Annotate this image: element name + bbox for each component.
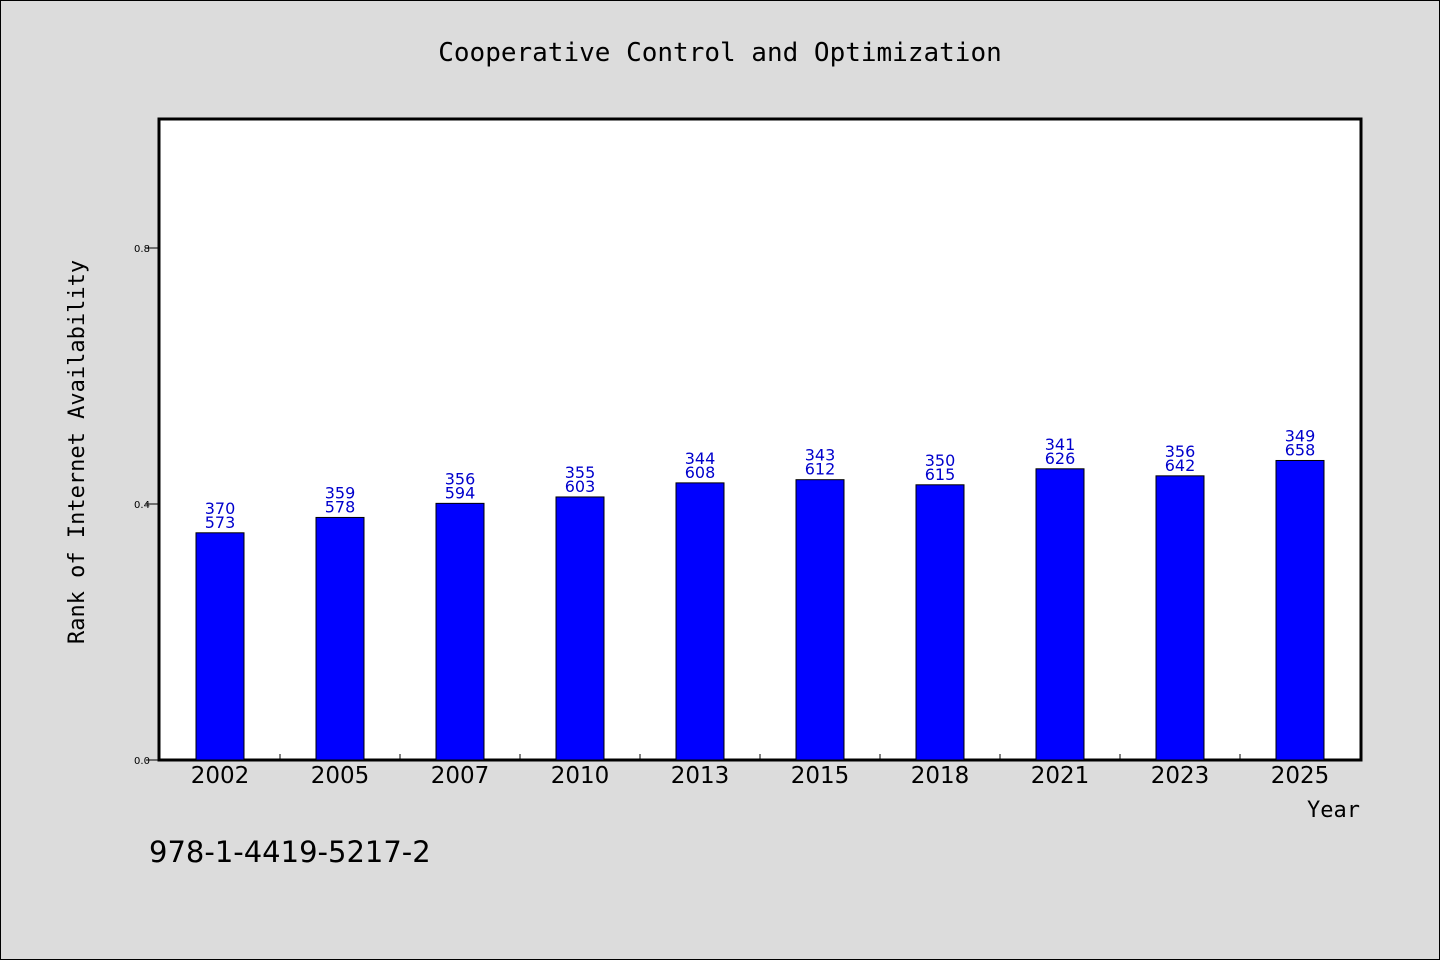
bar-label-2002-1: 370 [205,499,236,518]
bar-label-2002-2: 573 [205,513,236,532]
x-tick-label-2023: 2023 [1151,763,1210,789]
bar-label-2023-2: 642 [1165,456,1196,475]
bar-label-2021-2: 626 [1045,449,1076,468]
bar-label-2018-2: 615 [925,465,956,484]
x-tick-label-2021: 2021 [1031,763,1090,789]
bar-2007 [435,502,485,761]
bar-label-2005-2: 578 [325,497,356,516]
x-axis-label: Year [1307,798,1360,823]
bar-2005 [315,516,365,761]
bar-label-2013-1: 344 [685,449,716,468]
bar-2013 [675,482,725,761]
x-tick-label-2005: 2005 [311,763,370,789]
x-tick-label-2013: 2013 [671,763,730,789]
bar-label-2025-1: 349 [1285,426,1316,445]
y-tick-label-0.8: 0.8 [134,244,150,255]
bar-label-2021-1: 341 [1045,435,1076,454]
bar-label-2005-1: 359 [325,483,356,502]
isbn-text: 978-1-4419-5217-2 [149,835,431,869]
bar-label-2007-2: 594 [445,483,476,502]
y-tick-label-0.0: 0.0 [134,756,150,767]
bar-2021 [1035,468,1085,761]
bar-label-2010-1: 355 [565,463,596,482]
bar-2025 [1275,459,1325,761]
bar-label-2018-1: 350 [925,451,956,470]
bar-2023 [1155,475,1205,761]
bar-label-2013-2: 608 [685,463,716,482]
y-axis-label: Rank of Internet Availability [65,260,90,644]
bar-label-2015-1: 343 [805,446,836,465]
y-ticks-group: 0.0 0.4 0.8 [134,244,160,767]
bar-2015 [795,479,845,761]
x-tick-label-2007: 2007 [431,763,490,789]
bar-label-2025-2: 658 [1285,440,1316,459]
chart-title: Cooperative Control and Optimization [438,38,1002,68]
x-ticks-group: 2002 2005 2007 2010 2013 2015 2018 2021 2023 2025 [191,754,1330,789]
bar-label-2007-1: 356 [445,469,476,488]
x-tick-label-2002: 2002 [191,763,250,789]
x-tick-label-2018: 2018 [911,763,970,789]
x-tick-label-2025: 2025 [1271,763,1330,789]
bar-label-2015-2: 612 [805,460,836,479]
bar-label-2010-2: 603 [565,477,596,496]
x-tick-label-2015: 2015 [791,763,850,789]
bar-2010 [555,496,605,761]
bar-label-2023-1: 356 [1165,442,1196,461]
bars-group [195,459,1325,761]
bar-2018 [915,484,965,761]
x-tick-label-2010: 2010 [551,763,610,789]
bar-2002 [195,532,245,761]
y-tick-label-0.4: 0.4 [134,500,150,511]
